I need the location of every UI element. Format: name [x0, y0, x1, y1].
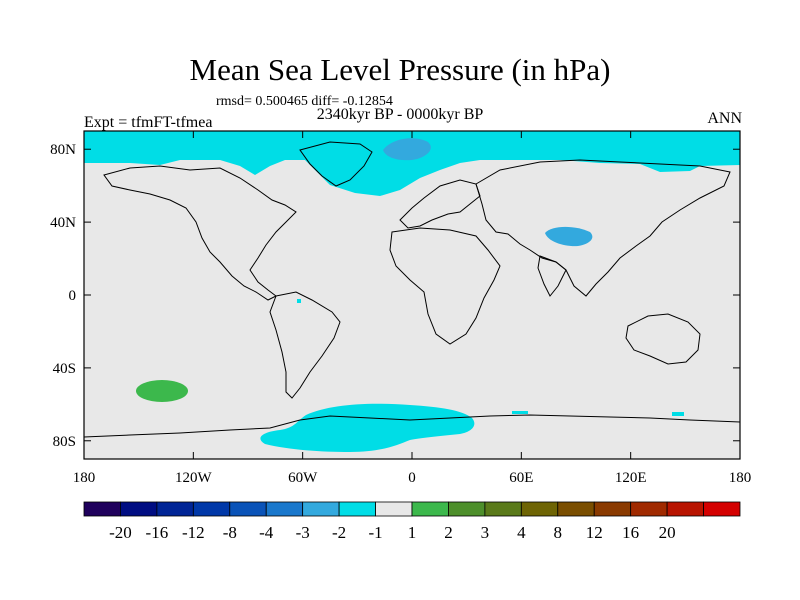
colorbar-box — [411, 501, 449, 517]
colorbar-box — [229, 501, 267, 517]
coastline-europe — [399, 179, 481, 229]
anomaly-region-antarctic-cyan — [260, 403, 475, 452]
colorbar-box — [375, 501, 413, 517]
colorbar-box — [338, 501, 376, 517]
colorbar-label: 8 — [554, 523, 563, 542]
colorbar-box — [520, 501, 559, 517]
coastline-india — [537, 255, 567, 297]
colorbar-label: -4 — [259, 523, 274, 542]
map-background — [84, 131, 740, 459]
colorbar-label: 4 — [517, 523, 526, 542]
lat-tick-label: 0 — [69, 288, 77, 304]
colorbar-label: -12 — [182, 523, 205, 542]
anomaly-speck — [297, 299, 301, 303]
period-subtitle: 2340kyr BP - 0000kyr BP — [316, 106, 484, 123]
anomaly-region-north-atlantic-blue — [383, 138, 431, 161]
anomaly-region-arctic-cyan — [84, 131, 740, 196]
colorbar-box — [120, 501, 158, 517]
anomaly-region-south-pacific-green — [136, 380, 188, 402]
stats-text: rmsd= 0.500465 diff= -0.12854 — [216, 94, 393, 109]
colorbar-label: -20 — [109, 523, 132, 542]
colorbar-label: 12 — [586, 523, 603, 542]
colorbar-label: 3 — [481, 523, 490, 542]
anomaly-fields — [84, 131, 740, 452]
anomaly-speck — [672, 412, 684, 416]
coastlines — [84, 141, 740, 438]
colorbar-label: -3 — [296, 523, 310, 542]
colorbar-boxes — [83, 501, 741, 517]
lat-tick-label: 80S — [53, 434, 76, 450]
colorbar-box — [630, 501, 668, 517]
lon-tick-label: 120W — [175, 470, 213, 486]
colorbar-box — [484, 501, 522, 517]
lon-tick-label: 120E — [615, 470, 647, 486]
colorbar-label: -8 — [223, 523, 237, 542]
colorbar-box — [703, 501, 741, 517]
season-label: ANN — [707, 110, 742, 127]
colorbar-label: 2 — [444, 523, 453, 542]
colorbar-label: 20 — [659, 523, 676, 542]
coastline-antarctica — [84, 414, 740, 438]
lat-tick-label: 80N — [50, 142, 76, 158]
colorbar-box — [593, 501, 632, 517]
coastline-africa — [389, 227, 501, 345]
colorbar-box — [666, 501, 704, 517]
coastline-asia — [475, 159, 731, 297]
colorbar-box — [557, 501, 595, 517]
colorbar-box — [192, 501, 231, 517]
lat-tick-label: 40N — [50, 215, 76, 231]
lat-tick-label: 40S — [53, 361, 76, 377]
lon-tick-label: 60E — [509, 470, 533, 486]
colorbar-box — [448, 501, 486, 517]
colorbar-label: -1 — [368, 523, 382, 542]
coastline-north-america — [103, 165, 297, 301]
coastline-australia — [625, 313, 701, 365]
colorbar-box — [265, 501, 304, 517]
chart-title: Mean Sea Level Pressure (in hPa) — [189, 52, 611, 87]
lon-tick-label: 0 — [408, 470, 416, 486]
anomaly-speck — [512, 411, 528, 414]
experiment-label: Expt = tfmFT-tfmea — [84, 114, 213, 131]
anomaly-region-tibet-blue — [545, 226, 593, 247]
coastline-south-america — [269, 291, 341, 399]
colorbar-box — [156, 501, 194, 517]
colorbar-labels: -20 -16 -12 -8 -4 -3 -2 -1 1 2 3 4 8 12 16 20 — [109, 523, 676, 542]
axis-ticks: 80N 40N 0 40S 80S 180 120W 60W 0 60E 120E 180 — [50, 131, 751, 486]
lon-tick-label: 60W — [288, 470, 318, 486]
lon-tick-label: 180 — [73, 470, 96, 486]
colorbar-label: -2 — [332, 523, 346, 542]
colorbar-label: -16 — [146, 523, 169, 542]
colorbar-label: 16 — [622, 523, 639, 542]
colorbar-box — [83, 501, 121, 517]
colorbar-box — [302, 501, 340, 517]
coastline-greenland — [299, 141, 373, 187]
colorbar-label: 1 — [408, 523, 417, 542]
lon-tick-label: 180 — [729, 470, 752, 486]
